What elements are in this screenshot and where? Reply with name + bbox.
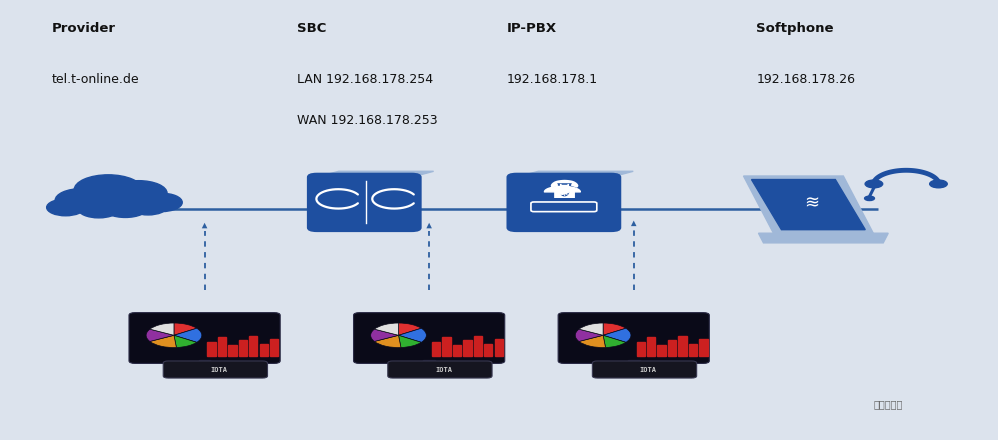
- FancyBboxPatch shape: [129, 312, 280, 363]
- Wedge shape: [146, 329, 174, 341]
- Wedge shape: [374, 323, 398, 335]
- Text: ☎: ☎: [548, 180, 580, 203]
- Wedge shape: [603, 328, 631, 342]
- FancyBboxPatch shape: [506, 172, 621, 232]
- Bar: [229, 345, 237, 356]
- Text: ≋: ≋: [803, 194, 819, 212]
- Bar: [432, 342, 440, 356]
- Text: SBC: SBC: [297, 22, 326, 35]
- Text: 192.168.178.26: 192.168.178.26: [756, 73, 855, 86]
- Circle shape: [110, 181, 167, 206]
- Bar: [250, 336, 257, 356]
- Polygon shape: [758, 233, 888, 243]
- Bar: [270, 339, 278, 356]
- Bar: [668, 340, 677, 356]
- Bar: [218, 337, 227, 356]
- FancyBboxPatch shape: [306, 172, 421, 232]
- Text: Softphone: Softphone: [756, 22, 834, 35]
- FancyBboxPatch shape: [558, 312, 710, 363]
- Circle shape: [78, 199, 120, 218]
- Polygon shape: [744, 176, 873, 233]
- Wedge shape: [579, 335, 606, 348]
- Wedge shape: [174, 335, 197, 348]
- Circle shape: [930, 180, 947, 188]
- Bar: [628, 360, 640, 364]
- FancyBboxPatch shape: [164, 361, 267, 378]
- Bar: [239, 340, 248, 356]
- Text: 192.168.178.1: 192.168.178.1: [507, 73, 598, 86]
- Circle shape: [74, 175, 143, 205]
- FancyBboxPatch shape: [388, 361, 492, 378]
- Circle shape: [47, 199, 85, 216]
- Wedge shape: [579, 323, 603, 335]
- Bar: [658, 345, 666, 356]
- Wedge shape: [398, 328, 426, 342]
- Wedge shape: [398, 335, 421, 348]
- Text: Provider: Provider: [52, 22, 116, 35]
- Wedge shape: [603, 323, 626, 335]
- Circle shape: [55, 189, 108, 212]
- Text: tel.t-online.de: tel.t-online.de: [52, 73, 140, 86]
- Text: IP-PBX: IP-PBX: [507, 22, 557, 35]
- Bar: [647, 337, 656, 356]
- Bar: [463, 340, 472, 356]
- Wedge shape: [374, 335, 401, 348]
- Wedge shape: [398, 323, 421, 335]
- Text: IOTA: IOTA: [640, 367, 657, 373]
- Circle shape: [556, 189, 568, 194]
- Wedge shape: [174, 323, 197, 335]
- Bar: [442, 337, 451, 356]
- Bar: [423, 360, 435, 364]
- Circle shape: [129, 198, 167, 215]
- Bar: [689, 344, 697, 356]
- Polygon shape: [751, 180, 865, 230]
- Wedge shape: [150, 335, 177, 348]
- Bar: [700, 339, 708, 356]
- Bar: [208, 342, 216, 356]
- Polygon shape: [516, 171, 633, 177]
- FancyBboxPatch shape: [353, 312, 505, 363]
- Bar: [495, 339, 503, 356]
- Bar: [199, 360, 211, 364]
- Text: LAN 192.168.178.254: LAN 192.168.178.254: [297, 73, 433, 86]
- Text: 面包板社区: 面包板社区: [873, 399, 902, 409]
- Wedge shape: [370, 329, 398, 341]
- Bar: [474, 336, 482, 356]
- Text: IOTA: IOTA: [435, 367, 452, 373]
- Bar: [259, 344, 267, 356]
- Polygon shape: [317, 171, 433, 177]
- Bar: [679, 336, 687, 356]
- Bar: [453, 345, 461, 356]
- Circle shape: [865, 180, 882, 188]
- Circle shape: [864, 196, 874, 201]
- Text: WAN 192.168.178.253: WAN 192.168.178.253: [297, 114, 438, 128]
- Bar: [637, 342, 645, 356]
- Bar: [484, 344, 492, 356]
- Wedge shape: [150, 323, 174, 335]
- Wedge shape: [603, 335, 626, 348]
- Wedge shape: [575, 329, 603, 341]
- Wedge shape: [174, 328, 202, 342]
- Circle shape: [103, 198, 148, 217]
- Text: IOTA: IOTA: [211, 367, 228, 373]
- FancyBboxPatch shape: [593, 361, 697, 378]
- Circle shape: [141, 193, 183, 212]
